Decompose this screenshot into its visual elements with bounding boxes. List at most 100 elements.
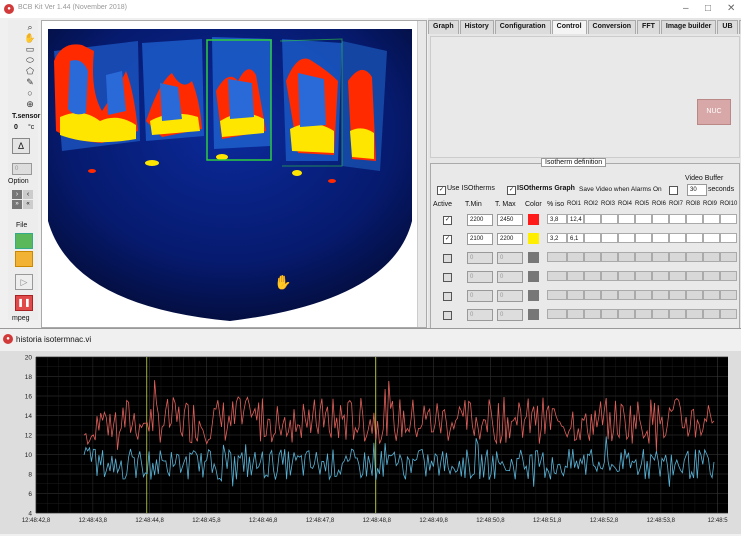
x-tick-label: 12:48:47,8: [306, 518, 335, 524]
play-icon[interactable]: ▷: [15, 274, 33, 290]
tab-control[interactable]: Control: [551, 20, 587, 34]
use-isotherms-checkbox[interactable]: ✓: [437, 186, 446, 195]
active-checkbox[interactable]: [443, 273, 452, 282]
roi9-cell: [703, 214, 720, 224]
new-file-icon[interactable]: [15, 233, 33, 249]
tmax-input[interactable]: 0: [497, 290, 523, 302]
thermal-camera-view[interactable]: ✋: [41, 20, 427, 328]
roi10-cell: [720, 290, 737, 300]
active-checkbox[interactable]: ✓: [443, 235, 452, 244]
color-swatch[interactable]: [528, 290, 539, 301]
color-swatch[interactable]: [528, 309, 539, 320]
rectangle-icon[interactable]: ▭: [25, 44, 35, 54]
tab-conversion[interactable]: Conversion: [587, 20, 637, 34]
y-tick-label: 14: [25, 413, 33, 420]
tab-ub[interactable]: UB: [717, 20, 738, 34]
nuc-button[interactable]: NUC: [697, 99, 731, 125]
tmax-input[interactable]: 2450: [497, 214, 523, 226]
color-swatch[interactable]: [528, 214, 539, 225]
video-buffer-input[interactable]: 30: [687, 184, 707, 196]
header-t-min: T.Min: [465, 201, 482, 208]
y-tick-label: 18: [25, 374, 33, 381]
pause-icon[interactable]: ❚❚: [15, 295, 33, 311]
tab-graph[interactable]: Graph: [428, 20, 459, 34]
roi3-cell: [601, 271, 618, 281]
x-tick-label: 12:48:51,8: [533, 518, 562, 524]
roi3-cell: [601, 214, 618, 224]
tmin-input[interactable]: 0: [467, 271, 493, 283]
roi3-cell: [601, 252, 618, 262]
save-video-label: Save Video when Alarms On: [579, 186, 662, 193]
isotherm-definition-panel: Isotherm definition ✓ Use ISOtherms ✓ IS…: [430, 158, 740, 330]
delta-button[interactable]: Δ: [12, 138, 30, 154]
roi7-cell: [669, 252, 686, 262]
open-folder-icon[interactable]: [15, 251, 33, 267]
hand-icon[interactable]: ✋: [24, 33, 36, 43]
ellipse-icon[interactable]: ⬭: [26, 55, 34, 65]
active-checkbox[interactable]: [443, 254, 452, 263]
color-swatch[interactable]: [528, 233, 539, 244]
tmax-input[interactable]: 0: [497, 252, 523, 264]
roi2-cell: [584, 309, 601, 319]
tmax-input[interactable]: 0: [497, 271, 523, 283]
active-checkbox[interactable]: [443, 311, 452, 320]
polygon-icon[interactable]: ⬠: [26, 66, 34, 76]
tsensor-value: 0: [14, 124, 18, 131]
spin-input[interactable]: 0: [12, 163, 32, 175]
play-back-button[interactable]: ‹: [23, 190, 33, 199]
roi8-cell: [686, 271, 703, 281]
fast-forward-button[interactable]: »: [12, 200, 22, 209]
crosshair-icon[interactable]: ⊕: [26, 99, 34, 109]
roi6-cell: [652, 309, 669, 319]
tmax-input[interactable]: 0: [497, 309, 523, 321]
tmin-input[interactable]: 0: [467, 252, 493, 264]
active-checkbox[interactable]: [443, 292, 452, 301]
header-roi1: ROI1: [567, 201, 582, 207]
header-roi2: ROI2: [584, 201, 599, 207]
roi9-cell: [703, 252, 720, 262]
fast-back-button[interactable]: «: [23, 200, 33, 209]
control-area: NUC: [430, 36, 740, 158]
iso-percent-cell: [547, 252, 567, 262]
tab-help[interactable]: ?: [738, 20, 741, 34]
isotherms-graph-checkbox[interactable]: ✓: [507, 186, 516, 195]
tab-image-builder[interactable]: Image builder: [660, 20, 717, 34]
header-active: Active: [433, 201, 453, 208]
use-isotherms-label: Use ISOtherms: [447, 185, 495, 192]
tab-history[interactable]: History: [459, 20, 494, 34]
table-row: ✓ 2100 2200 3,2 6,1: [431, 233, 739, 247]
maximize-button[interactable]: □: [705, 3, 712, 14]
roi5-cell: [635, 252, 652, 262]
file-label: File: [16, 222, 28, 229]
circle-icon[interactable]: ○: [27, 88, 33, 98]
close-button[interactable]: ✕: [727, 3, 736, 14]
camera-scrollbar[interactable]: [417, 21, 426, 327]
tmax-input[interactable]: 2200: [497, 233, 523, 245]
color-swatch[interactable]: [528, 252, 539, 263]
minimize-button[interactable]: –: [683, 3, 689, 14]
tab-configuration[interactable]: Configuration: [494, 20, 551, 34]
tmin-input[interactable]: 0: [467, 290, 493, 302]
header-roi7: ROI7: [669, 201, 684, 207]
header-iso: % iso: [547, 201, 565, 208]
header-roi8: ROI8: [686, 201, 701, 207]
roi4-cell: [618, 252, 635, 262]
color-swatch[interactable]: [528, 271, 539, 282]
app-logo-icon: ●: [4, 4, 14, 14]
tab-fft[interactable]: FFT: [637, 20, 660, 34]
zoom-icon[interactable]: ⌕: [27, 22, 33, 32]
play-forward-button[interactable]: ›: [12, 190, 22, 199]
tsensor-label: T.sensor: [12, 113, 41, 120]
header-roi4: ROI4: [618, 201, 633, 207]
tmin-input[interactable]: 2200: [467, 214, 493, 226]
save-video-checkbox[interactable]: [669, 186, 678, 195]
freehand-icon[interactable]: ✎: [26, 77, 34, 87]
active-checkbox[interactable]: ✓: [443, 216, 452, 225]
isotherm-history-chart[interactable]: 4 6 8 10 12 14 16 18 20 12:48:42,8 12:48:43,8 12:48…: [0, 351, 741, 534]
tmin-input[interactable]: 2100: [467, 233, 493, 245]
roi1-cell: [567, 290, 584, 300]
series-line-1: [83, 380, 715, 452]
x-tick-label: 12:48:5: [708, 518, 729, 524]
tmin-input[interactable]: 0: [467, 309, 493, 321]
tsensor-unit: °c: [28, 124, 35, 131]
